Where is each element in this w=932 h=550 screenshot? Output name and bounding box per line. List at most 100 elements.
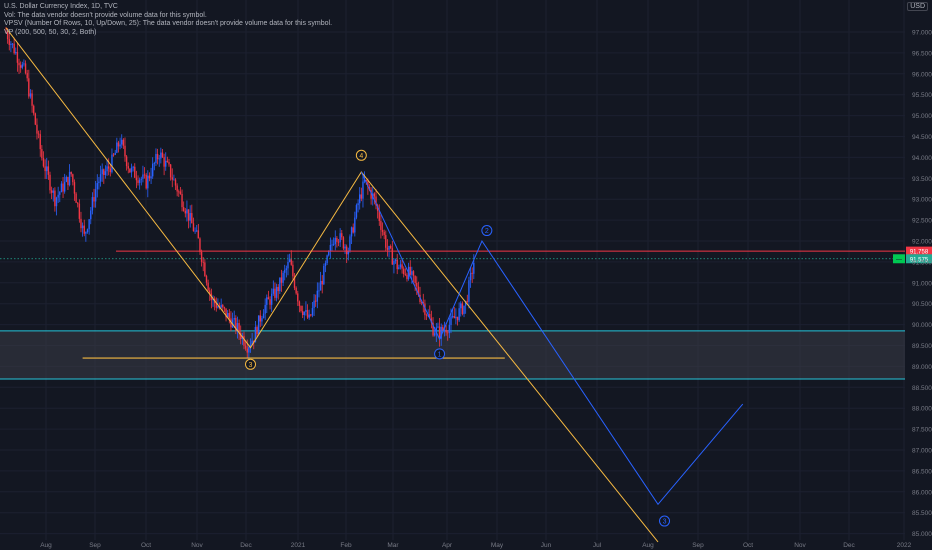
y-tick-label: 89.000 [912,364,932,371]
support-zone-box [0,330,905,379]
candle-up [440,326,442,339]
x-tick-label: 2022 [897,542,912,549]
candle-up [324,263,327,266]
y-tick-label: 94.000 [912,155,932,162]
y-tick-label: 92.500 [912,218,932,225]
candle-up [264,304,266,314]
y-tick-label: 93.000 [912,197,932,204]
candle-up [288,259,291,263]
candle-down [77,202,79,204]
candle-up [196,230,198,232]
candle-down [235,317,237,331]
wave-label-circle[interactable] [355,149,367,161]
chart-legend: U.S. Dollar Currency Index, 1D, TVC Vol:… [4,3,332,37]
wave-label-circle[interactable] [659,515,671,527]
candle-up [455,316,457,319]
candle-up [57,194,59,198]
candle-down [337,241,340,243]
candle-up [313,300,315,309]
candle-down [215,303,217,308]
candle-down [438,326,441,339]
x-tick-label: Jun [541,542,552,549]
resistance-price-label: 91.758 [910,250,929,256]
legend-vol[interactable]: Vol: The data vendor doesn't provide vol… [4,11,207,19]
candle-down [321,280,323,285]
wave-label-circle[interactable] [245,358,256,370]
candle-down [54,190,56,207]
y-tick-label: 86.500 [912,468,932,475]
candle-up [261,318,263,322]
candle-down [75,193,77,203]
candle-down [228,313,231,319]
candle-down [125,156,128,167]
candle-up [155,153,157,163]
wave-label-circle[interactable] [434,348,446,360]
wave-label-3: 3 [249,362,253,369]
candle-up [363,179,366,182]
wave-label-4: 4 [359,153,363,160]
candle-up [249,345,252,347]
candle-down [72,174,74,183]
candle-down [345,246,348,255]
candle-up [285,268,288,270]
candle-down [8,39,10,45]
candle-down [269,299,271,305]
legend-symbol[interactable]: U.S. Dollar Currency Index, 1D, TVC [4,3,118,10]
legend-vpsv[interactable]: VPSV (Number Of Rows, 10, Up/Down, 25): … [4,20,333,28]
candle-down [300,305,302,312]
candle-up [10,43,12,45]
currency-label[interactable]: USD [907,2,928,11]
candle-down [380,220,382,230]
candle-up [362,181,364,199]
candle-down [47,166,50,175]
candle-down [290,259,292,265]
candle-down [259,315,261,322]
candle-up [153,162,156,164]
candle-down [143,174,146,176]
candle-up [388,246,390,250]
candle-down [406,274,408,280]
wave-label-2: 2 [485,228,489,235]
blue-projection-path[interactable] [360,171,744,506]
candle-down [267,297,270,300]
candle-down [181,193,183,208]
candle-down [197,230,200,239]
candle-up [98,181,100,184]
candle-up [464,300,467,306]
candle-down [238,323,240,333]
candle-up [233,317,235,320]
x-tick-label: Nov [191,542,203,549]
candle-up [359,194,361,204]
candle-up [152,163,154,177]
candle-down [370,189,372,199]
candle-down [297,293,299,302]
candle-up [173,179,175,181]
candle-up [284,269,286,273]
candle-down [192,223,195,232]
candle-down [73,182,76,194]
candle-up [329,244,332,252]
candle-up [142,174,144,179]
candle-down [80,218,82,229]
candle-down [445,329,447,333]
candle-down [293,276,296,288]
candle-down [5,32,7,33]
candle-down [409,266,411,275]
candle-down [223,307,226,309]
candle-down [137,180,139,183]
candle-down [42,158,45,167]
candle-down [378,210,380,221]
candle-down [425,314,428,316]
candle-down [310,314,312,316]
candle-up [458,308,460,321]
candle-up [270,293,273,305]
x-tick-label: Feb [340,542,352,549]
x-tick-label: Dec [843,542,855,549]
orange-wave-path[interactable] [5,27,659,543]
wave-label-circle[interactable] [481,225,493,237]
candle-down [383,231,385,236]
candle-up [303,311,305,316]
legend-vp[interactable]: VP (200, 500, 50, 30, 2, Both) [4,28,97,36]
